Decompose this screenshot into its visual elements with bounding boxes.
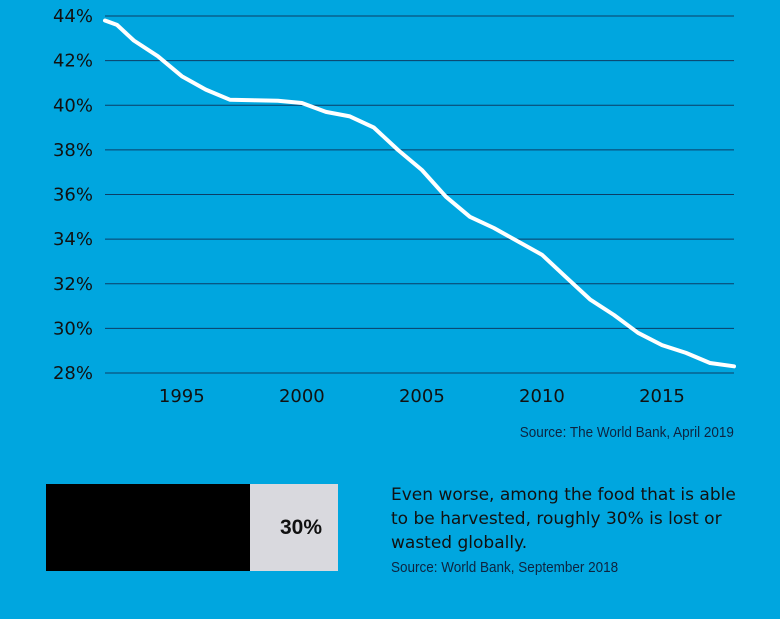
y-tick-label: 34% xyxy=(53,229,93,250)
x-tick-label: 2005 xyxy=(399,386,445,407)
x-tick-label: 1995 xyxy=(159,386,205,407)
note-text: Even worse, among the food that is able … xyxy=(391,485,736,553)
y-tick-label: 32% xyxy=(53,274,93,295)
chart-source: Source: The World Bank, April 2019 xyxy=(519,424,734,441)
bar-fill-segment xyxy=(46,484,251,571)
y-tick-label: 44% xyxy=(53,6,93,27)
x-tick-label: 2010 xyxy=(519,386,565,407)
y-tick-label: 28% xyxy=(53,363,93,384)
x-tick-label: 2015 xyxy=(639,386,685,407)
series-line xyxy=(103,18,736,369)
y-tick-label: 40% xyxy=(53,95,93,116)
note-block: Even worse, among the food that is able … xyxy=(391,483,751,580)
y-tick-label: 38% xyxy=(53,140,93,161)
bar-percent-label: 30% xyxy=(279,515,322,539)
note-source: Source: World Bank, September 2018 xyxy=(391,559,619,576)
y-tick-label: 30% xyxy=(53,318,93,339)
bar-rest-segment: 30% xyxy=(250,484,338,571)
y-tick-label: 36% xyxy=(53,185,93,206)
x-tick-label: 2000 xyxy=(279,386,325,407)
y-tick-label: 42% xyxy=(53,51,93,72)
line-chart: 28% 30% 32% 34% 36% 38% 40% 42% 44% 1995 2000 2005… xyxy=(53,6,736,407)
proportion-bar: 30% xyxy=(46,484,338,571)
